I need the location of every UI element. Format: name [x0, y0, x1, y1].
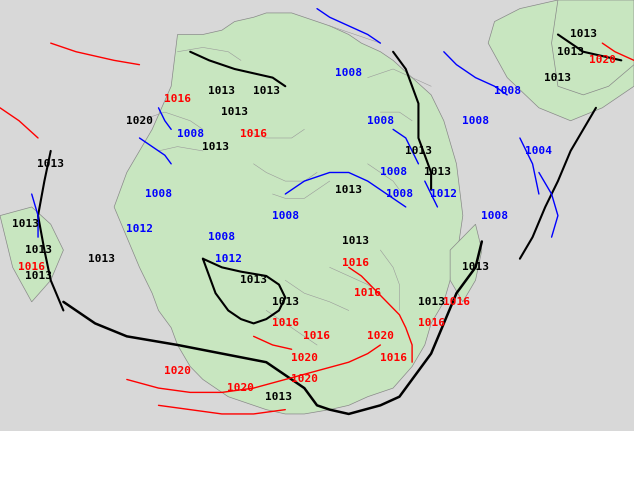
Text: 1013: 1013: [266, 392, 292, 402]
Text: 1020: 1020: [291, 374, 318, 385]
Text: 1008: 1008: [462, 116, 489, 126]
Text: 1008: 1008: [272, 211, 299, 220]
Polygon shape: [488, 0, 634, 121]
Text: 1013: 1013: [88, 254, 115, 264]
Text: 1013: 1013: [462, 262, 489, 272]
Text: 1008: 1008: [145, 189, 172, 199]
Text: 1012: 1012: [126, 223, 153, 234]
Text: 1012: 1012: [215, 254, 242, 264]
Text: 1013: 1013: [342, 237, 368, 246]
Polygon shape: [0, 207, 63, 302]
Text: 1008: 1008: [367, 116, 394, 126]
Text: 1020: 1020: [589, 55, 616, 65]
Text: 1008: 1008: [494, 86, 521, 96]
Text: 1013: 1013: [405, 146, 432, 156]
Text: 1013: 1013: [25, 271, 51, 281]
Text: Su 05-05-2024 00:00 UTC (18+54): Su 05-05-2024 00:00 UTC (18+54): [418, 451, 628, 461]
Text: 1020: 1020: [164, 366, 191, 376]
Text: 1013: 1013: [25, 245, 51, 255]
Text: Surface pressure [hPa] ECMWF: Surface pressure [hPa] ECMWF: [6, 439, 195, 448]
Text: 1016: 1016: [304, 331, 330, 342]
Polygon shape: [552, 0, 634, 95]
Text: 1013: 1013: [37, 159, 64, 169]
Text: 1013: 1013: [202, 142, 229, 151]
Text: 1013: 1013: [221, 107, 248, 117]
Text: 1012: 1012: [430, 189, 457, 199]
Text: 1008: 1008: [481, 211, 508, 220]
Text: 1013: 1013: [253, 86, 280, 96]
Text: 1008: 1008: [335, 68, 362, 78]
Text: 1020: 1020: [291, 353, 318, 363]
Text: 1008: 1008: [209, 232, 235, 242]
Text: 1016: 1016: [272, 318, 299, 328]
Text: 1013: 1013: [418, 297, 444, 307]
Text: 1008: 1008: [380, 168, 406, 177]
Text: 1016: 1016: [342, 258, 368, 268]
Text: 1013: 1013: [209, 86, 235, 96]
Text: 1013: 1013: [424, 168, 451, 177]
Text: 1020: 1020: [367, 331, 394, 342]
Text: 1013: 1013: [335, 185, 362, 195]
Polygon shape: [450, 224, 482, 302]
Text: 1013: 1013: [240, 275, 267, 285]
Text: 1016: 1016: [164, 94, 191, 104]
Text: 1016: 1016: [418, 318, 444, 328]
Text: 1008: 1008: [177, 129, 204, 139]
Text: 1013: 1013: [570, 29, 597, 40]
Text: 1016: 1016: [443, 297, 470, 307]
Text: 1020: 1020: [126, 116, 153, 126]
Text: 1004: 1004: [526, 146, 552, 156]
Text: ©weatheronline.co.uk: ©weatheronline.co.uk: [510, 470, 628, 480]
Text: 1016: 1016: [354, 288, 381, 298]
Text: 1016: 1016: [18, 262, 45, 272]
Text: 1013: 1013: [545, 73, 571, 83]
Text: 1013: 1013: [12, 219, 39, 229]
Polygon shape: [114, 13, 463, 414]
Text: 1008: 1008: [386, 189, 413, 199]
Text: 1020: 1020: [228, 383, 254, 393]
Text: 1016: 1016: [380, 353, 406, 363]
Text: 1016: 1016: [240, 129, 267, 139]
Text: 1013: 1013: [557, 47, 584, 57]
Text: 1013: 1013: [272, 297, 299, 307]
